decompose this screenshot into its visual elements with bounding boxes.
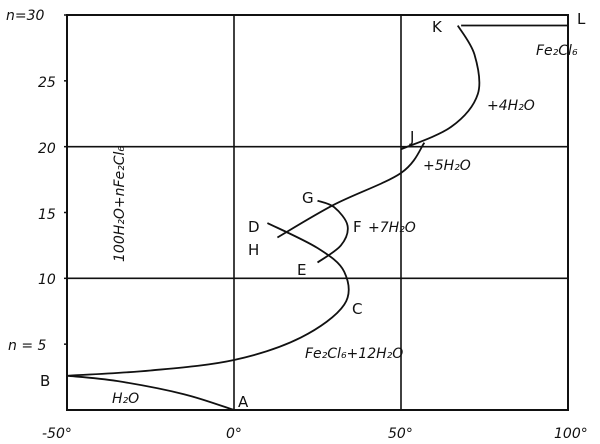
point-B: B bbox=[40, 372, 50, 390]
region-label-4h2o: +4H₂O bbox=[487, 98, 535, 114]
point-K: K bbox=[432, 18, 443, 36]
point-D: D bbox=[248, 218, 260, 236]
region-label-h2o: H₂O bbox=[112, 391, 139, 407]
point-G: G bbox=[302, 189, 314, 207]
y-tick-20: 20 bbox=[38, 141, 56, 157]
region-label-5h2o: +5H₂O bbox=[423, 158, 471, 174]
y-tick-15: 15 bbox=[38, 207, 56, 223]
y-axis-label: 100H₂O+nFe₂Cl₆ bbox=[112, 146, 128, 262]
point-F: F bbox=[353, 218, 362, 236]
point-J: J bbox=[409, 128, 414, 146]
x-tick-100: 100° bbox=[554, 426, 588, 442]
point-E: E bbox=[297, 261, 306, 279]
x-tick-50: 50° bbox=[388, 426, 413, 442]
y-tick-5: n = 5 bbox=[8, 338, 47, 354]
x-tick-minus50: -50° bbox=[42, 426, 72, 442]
y-tick-25: 25 bbox=[38, 75, 56, 91]
curve-+7H₂O bbox=[316, 199, 349, 264]
region-label-12h2o: Fe₂Cl₆+12H₂O bbox=[305, 346, 403, 362]
y-tick-30: n=30 bbox=[6, 8, 45, 24]
region-label-fe2cl6: Fe₂Cl₆ bbox=[536, 43, 578, 59]
point-H: H bbox=[248, 241, 259, 259]
curve-+4H₂O bbox=[400, 25, 481, 151]
point-L: L bbox=[577, 10, 586, 28]
x-tick-0: 0° bbox=[226, 426, 242, 442]
curve-H₂O bbox=[66, 374, 235, 411]
curve-+5H₂O bbox=[276, 142, 426, 239]
point-C: C bbox=[352, 300, 362, 318]
curve-Fe₂Cl₆+12H₂O bbox=[66, 222, 350, 377]
point-A: A bbox=[238, 393, 249, 411]
region-label-7h2o: +7H₂O bbox=[368, 220, 416, 236]
y-tick-10: 10 bbox=[38, 272, 56, 288]
